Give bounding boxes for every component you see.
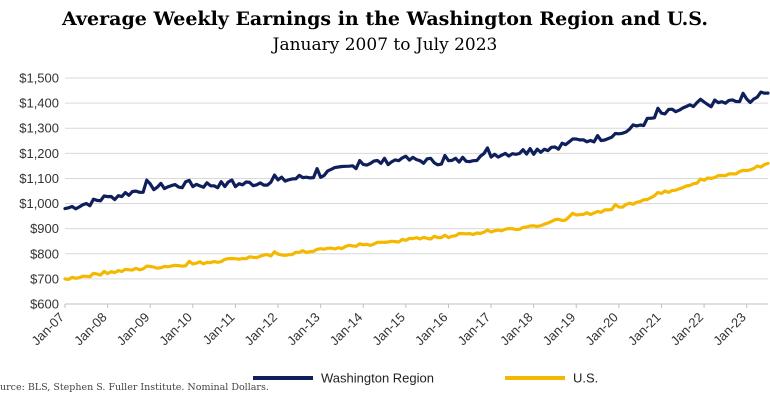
y-tick-label: $900 <box>30 221 59 236</box>
chart-subtitle: January 2007 to July 2023 <box>272 35 498 55</box>
x-tick-label: Jan-20 <box>582 310 621 349</box>
x-tick-label: Jan-17 <box>454 310 493 349</box>
x-tick-label: Jan-07 <box>28 310 67 349</box>
y-axis: $600 $700 $800 $900 $1,000 $1,100 $1,200 $1,300… <box>19 71 59 312</box>
x-tick-label: Jan-10 <box>156 310 195 349</box>
legend-label: Washington Region <box>321 371 434 386</box>
x-tick-label: Jan-16 <box>412 310 451 349</box>
chart-title: Average Weekly Earnings in the Washingto… <box>62 8 708 30</box>
series-line <box>63 90 770 211</box>
x-tick-label: Jan-12 <box>241 310 280 349</box>
x-tick-label: Jan-15 <box>369 310 408 349</box>
y-tick-label: $1,000 <box>19 196 59 211</box>
x-tick-label: Jan-09 <box>114 310 153 349</box>
gridlines <box>65 77 768 305</box>
legend-label: U.S. <box>573 371 598 386</box>
x-tick-label: Jan-14 <box>327 310 366 349</box>
series-lines <box>63 90 770 281</box>
source-note: urce: BLS, Stephen S. Fuller Institute. … <box>0 382 269 393</box>
x-tick-label: Jan-11 <box>200 310 238 348</box>
y-tick-label: $1,300 <box>19 121 59 136</box>
x-tick-label: Jan-18 <box>497 310 536 349</box>
x-tick-label: Jan-19 <box>540 310 579 349</box>
x-tick-label: Jan-08 <box>71 310 110 349</box>
legend: Washington Region U.S. <box>253 371 598 386</box>
x-tick-label: Jan-23 <box>710 310 749 349</box>
y-tick-label: $1,500 <box>19 71 59 86</box>
y-tick-label: $1,100 <box>19 171 59 186</box>
x-tick-label: Jan-22 <box>667 310 706 349</box>
x-tick-label: Jan-21 <box>625 310 664 349</box>
y-tick-label: $1,400 <box>19 96 59 111</box>
y-tick-label: $600 <box>30 297 59 312</box>
series-line <box>63 161 770 281</box>
y-tick-label: $1,200 <box>19 146 59 161</box>
y-tick-label: $800 <box>30 246 59 261</box>
x-axis: Jan-07 Jan-08 Jan-09 Jan-10 Jan-11 Jan-12 Jan-… <box>28 303 768 349</box>
y-tick-label: $700 <box>30 271 59 286</box>
x-tick-label: Jan-13 <box>284 310 323 349</box>
